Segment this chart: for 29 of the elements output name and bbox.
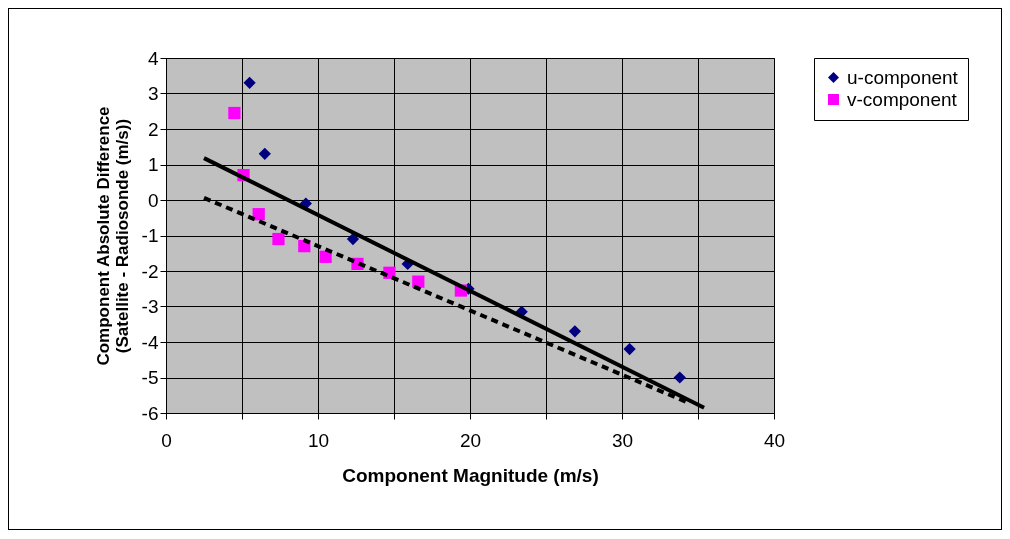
point bbox=[346, 232, 360, 246]
y-tick-label: -4 bbox=[141, 331, 159, 353]
x-axis-title: Component Magnitude (m/s) bbox=[342, 464, 599, 486]
point bbox=[243, 76, 256, 89]
y-tick-label: 0 bbox=[147, 189, 159, 211]
x-tick-label: 40 bbox=[763, 429, 786, 451]
x-tick-label: 20 bbox=[459, 429, 482, 451]
y-tick-label: 1 bbox=[147, 154, 159, 175]
y-tick-label: -6 bbox=[141, 402, 159, 424]
point bbox=[252, 208, 265, 221]
point bbox=[272, 232, 285, 246]
y-tick-label: -3 bbox=[141, 296, 159, 317]
point bbox=[623, 342, 636, 356]
y-tick-label: -5 bbox=[141, 367, 159, 388]
point bbox=[568, 325, 581, 338]
y-tick-label: 3 bbox=[147, 83, 159, 104]
x-tick-label: 10 bbox=[307, 429, 330, 451]
y-tick-label: 4 bbox=[147, 47, 159, 69]
legend-label: v-component bbox=[847, 88, 958, 110]
y-tick-label: 2 bbox=[147, 118, 159, 140]
point bbox=[228, 106, 241, 120]
point bbox=[258, 147, 271, 160]
point bbox=[673, 371, 686, 384]
y-axis-title: Component Absolute Difference (Satellite - Radiosonde (m/s)) bbox=[93, 106, 132, 366]
legend-label: u-component bbox=[847, 66, 959, 88]
x-tick-label: 30 bbox=[611, 429, 634, 451]
y-tick-label: -1 bbox=[141, 225, 159, 246]
point bbox=[319, 250, 332, 263]
y-tick-label: -2 bbox=[141, 260, 159, 282]
